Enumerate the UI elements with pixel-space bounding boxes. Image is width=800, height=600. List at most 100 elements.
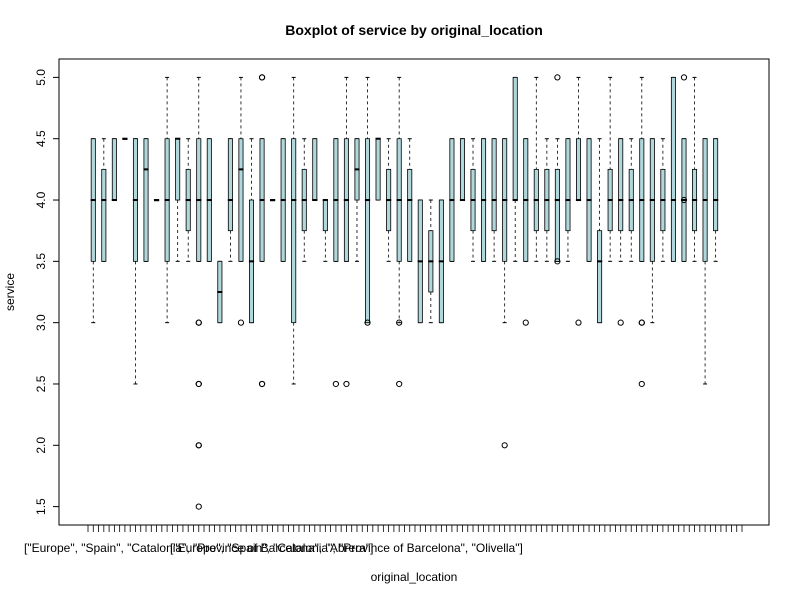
box-group [638,76,645,388]
box-group [702,138,708,385]
outlier-point [195,503,202,510]
box [322,199,328,232]
box-group [354,138,360,262]
y-axis: 1.5 2.0 2.5 3.0 3.5 4.0 4.5 5.0 [34,69,60,515]
y-tick-label: 3.0 [34,314,48,331]
box [365,138,371,324]
outlier-point [554,258,561,265]
box-group [470,138,476,262]
box-group [185,138,191,262]
box-group [649,138,655,324]
box-group [428,199,434,324]
box [576,138,582,201]
box-group [396,76,403,388]
box [565,138,571,232]
box-group [459,138,466,202]
y-tick-label: 4.0 [34,191,48,208]
outlier-point [237,319,245,326]
box-group [660,138,666,262]
box [459,138,465,201]
box-group [417,199,423,324]
outlier-point [396,380,403,388]
box-group [343,76,350,388]
box [713,138,719,232]
x-tick-label: ["Europe", "Spain", "Catalonia", "Provin… [170,541,523,555]
box-group [301,138,307,262]
box-group [386,138,392,262]
box-group [617,138,624,326]
outlier-point [638,319,645,326]
box-group [322,199,328,262]
box-group [195,76,202,510]
box-group [217,260,223,324]
box-group [248,138,255,324]
outlier-point [258,74,266,81]
box-group [480,138,487,262]
x-tick-label: ["Europe", "Spain", "Catalonia", "Provin… [24,541,373,555]
box-group [280,138,286,262]
outlier-point [501,442,508,449]
box [312,138,318,201]
outlier-point [364,319,371,326]
box-group [101,138,107,262]
box-group [206,138,212,262]
box-group [143,138,149,262]
x-axis: ["Europe", "Spain", "Catalonia", "Provin… [24,524,743,555]
chart-title: Boxplot of service by original_location [285,22,543,38]
y-tick-label: 1.5 [34,498,48,515]
outlier-point [638,380,645,388]
y-axis-label: service [3,273,17,311]
outlier-point [343,380,350,388]
box-group [565,138,571,262]
box-group [449,138,455,262]
plot-frame [58,58,770,526]
box-group [153,199,160,202]
box-group [164,76,170,324]
box-group [269,199,276,202]
box-group [501,138,508,449]
box-group [607,76,613,262]
box-group [596,138,603,324]
box-group [237,76,245,326]
box [618,138,624,232]
box [101,168,107,262]
outlier-point [617,319,624,326]
box-group [312,138,318,202]
box-group [522,138,529,326]
box-group [713,138,719,262]
box-group [364,76,371,326]
box-group [132,138,139,385]
outlier-point [680,74,688,81]
box [291,138,297,324]
box [512,76,518,201]
box-group [533,76,539,262]
outlier-point [258,380,266,388]
box-group [575,76,582,326]
box [670,76,676,262]
box-group [227,138,234,262]
box-group [332,138,339,388]
y-tick-label: 3.5 [34,253,48,270]
box [554,168,560,262]
box-group [554,74,561,265]
boxes-group [90,74,719,510]
box [491,138,497,232]
box [597,230,603,324]
box-group [258,74,266,388]
box-group [586,138,592,262]
x-axis-label: original_location [371,570,458,584]
box [375,138,381,201]
box-group [291,76,297,385]
box [111,138,117,201]
y-tick-label: 5.0 [34,69,48,86]
y-tick-label: 4.5 [34,130,48,147]
box-group [512,76,518,262]
box [143,138,149,262]
outlier-point [195,442,202,449]
box-group [122,137,128,140]
box-group [544,138,550,262]
outlier-point [680,196,688,204]
y-tick-label: 2.0 [34,437,48,454]
outlier-point [195,380,202,388]
box-group [691,76,698,262]
